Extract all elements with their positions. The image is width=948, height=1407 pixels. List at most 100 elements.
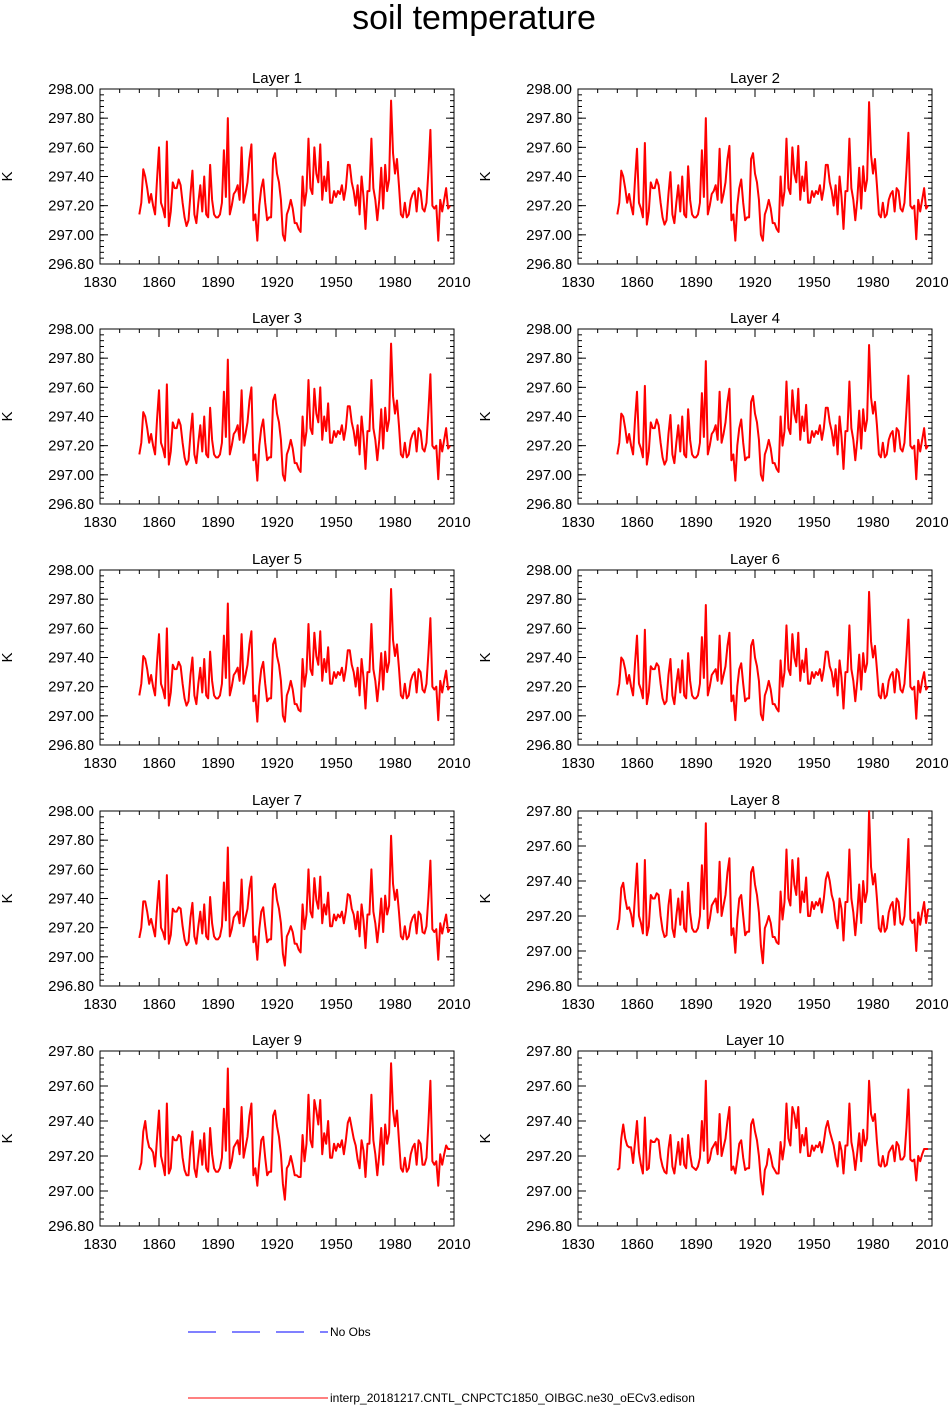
- x-tick-label: 1980: [856, 755, 889, 772]
- x-tick-label: 1980: [378, 755, 411, 772]
- y-tick-label: 297.00: [48, 467, 94, 484]
- x-tick-label: 1830: [83, 1236, 116, 1253]
- y-tick-label: 296.80: [48, 256, 94, 273]
- x-tick-label: 1920: [738, 755, 771, 772]
- legend-model: interp_20181217.CNTL_CNPCTC1850_OIBGC.ne…: [188, 1391, 928, 1407]
- y-tick-label: 298.00: [48, 562, 94, 579]
- x-tick-label: 1830: [561, 1236, 594, 1253]
- panel-8: Layer 8 K 1830 1860 1890 1920 1950 1980 2010 296.…: [477, 792, 948, 1013]
- x-tick-label: 1920: [260, 755, 293, 772]
- y-axis-label: K: [477, 411, 494, 421]
- plot-frame: [99, 1050, 455, 1227]
- panel-title: Layer 4: [730, 310, 780, 327]
- y-tick-label: 297.00: [48, 227, 94, 244]
- x-tick-label: 1830: [83, 274, 116, 291]
- x-tick-label: 1890: [201, 514, 234, 531]
- x-tick-label: 1950: [319, 755, 352, 772]
- x-tick-label: 1980: [856, 996, 889, 1013]
- series-line: [616, 810, 930, 965]
- x-tick-label: 1860: [142, 1236, 175, 1253]
- series-line: [616, 590, 929, 722]
- y-tick-label: 296.80: [526, 737, 572, 754]
- legend-obs-line-icon: [188, 1331, 328, 1333]
- y-axis-label: K: [0, 411, 16, 421]
- panel-title: Layer 10: [726, 1032, 784, 1049]
- y-tick-label: 297.20: [526, 198, 572, 215]
- panel-5: Layer 5 K 1830 1860 1890 1920 1950 1980 2010 296.…: [0, 551, 471, 772]
- y-tick-label: 297.80: [48, 591, 94, 608]
- x-tick-label: 1920: [738, 996, 771, 1013]
- y-tick-label: 297.20: [526, 908, 572, 925]
- x-tick-label: 2010: [437, 1236, 470, 1253]
- y-tick-label: 297.60: [48, 1078, 94, 1095]
- x-tick-label: 1920: [260, 996, 293, 1013]
- y-tick-label: 297.40: [48, 409, 94, 426]
- page-title: soil temperature: [352, 0, 596, 37]
- y-tick-label: 297.20: [526, 438, 572, 455]
- panel-title: Layer 1: [252, 70, 302, 87]
- x-tick-label: 2010: [437, 514, 470, 531]
- x-tick-label: 1830: [83, 514, 116, 531]
- x-tick-label: 1920: [260, 514, 293, 531]
- x-tick-label: 1830: [561, 996, 594, 1013]
- x-tick-label: 1860: [620, 996, 653, 1013]
- y-tick-label: 297.60: [48, 861, 94, 878]
- y-tick-label: 298.00: [526, 321, 572, 338]
- x-tick-label: 1890: [679, 514, 712, 531]
- y-tick-label: 297.60: [48, 620, 94, 637]
- y-tick-label: 297.00: [48, 949, 94, 966]
- x-tick-label: 2010: [915, 755, 948, 772]
- y-tick-label: 297.60: [526, 139, 572, 156]
- y-tick-label: 298.00: [48, 803, 94, 820]
- series-line: [616, 1079, 929, 1196]
- y-axis-label: K: [477, 893, 494, 903]
- y-axis-label: K: [477, 652, 494, 662]
- y-tick-label: 297.60: [526, 379, 572, 396]
- x-tick-label: 1950: [319, 514, 352, 531]
- y-tick-label: 296.80: [48, 737, 94, 754]
- x-tick-label: 1830: [561, 755, 594, 772]
- panel-title: Layer 2: [730, 70, 780, 87]
- panel-6: Layer 6 K 1830 1860 1890 1920 1950 1980 2010 296.…: [477, 551, 948, 772]
- y-tick-label: 297.80: [48, 110, 94, 127]
- y-tick-label: 297.60: [526, 1078, 572, 1095]
- x-tick-label: 1860: [142, 514, 175, 531]
- x-tick-label: 1860: [620, 274, 653, 291]
- panel-9: Layer 9 K 1830 1860 1890 1920 1950 1980 2010 296.…: [0, 1032, 471, 1253]
- y-tick-label: 297.00: [526, 943, 572, 960]
- y-tick-label: 297.40: [526, 1113, 572, 1130]
- panel-title: Layer 3: [252, 310, 302, 327]
- y-tick-label: 297.80: [48, 350, 94, 367]
- x-tick-label: 1860: [620, 514, 653, 531]
- panel-10: Layer 10 K 1830 1860 1890 1920 1950 1980 2010 296…: [477, 1032, 948, 1253]
- x-tick-label: 1890: [679, 274, 712, 291]
- y-tick-label: 297.60: [48, 379, 94, 396]
- y-tick-label: 297.80: [526, 803, 572, 820]
- y-tick-label: 297.00: [48, 1183, 94, 1200]
- legend-model-line-icon: [188, 1397, 328, 1399]
- y-tick-label: 297.60: [526, 838, 572, 855]
- series-line: [138, 342, 451, 482]
- y-tick-label: 297.00: [526, 1183, 572, 1200]
- x-tick-label: 1890: [201, 1236, 234, 1253]
- panel-title: Layer 6: [730, 551, 780, 568]
- x-tick-label: 1980: [378, 996, 411, 1013]
- x-tick-label: 2010: [437, 274, 470, 291]
- y-axis-label: K: [477, 1133, 494, 1143]
- y-tick-label: 297.80: [526, 350, 572, 367]
- x-tick-label: 1920: [738, 274, 771, 291]
- x-tick-label: 2010: [915, 1236, 948, 1253]
- y-tick-label: 297.40: [526, 873, 572, 890]
- x-tick-label: 1890: [201, 274, 234, 291]
- x-tick-label: 1980: [856, 1236, 889, 1253]
- y-tick-label: 297.80: [526, 591, 572, 608]
- y-tick-label: 297.40: [48, 891, 94, 908]
- y-tick-label: 297.00: [48, 708, 94, 725]
- x-tick-label: 1950: [797, 996, 830, 1013]
- y-tick-label: 297.60: [526, 620, 572, 637]
- x-tick-label: 1890: [679, 755, 712, 772]
- y-tick-label: 298.00: [526, 562, 572, 579]
- panel-2: Layer 2 K 1830 1860 1890 1920 1950 1980 2010 296.…: [477, 70, 948, 291]
- y-tick-label: 297.20: [48, 1148, 94, 1165]
- x-tick-label: 1860: [620, 755, 653, 772]
